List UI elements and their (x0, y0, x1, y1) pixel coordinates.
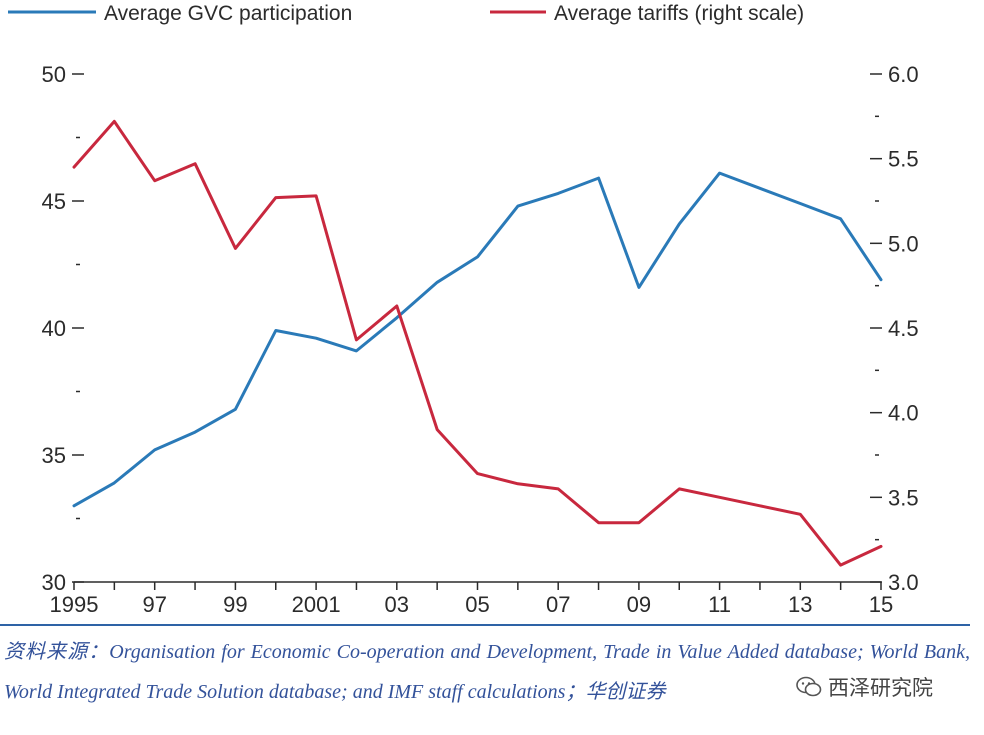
legend-tariff-label: Average tariffs (right scale) (554, 2, 804, 25)
x-tick-label: 2001 (292, 592, 341, 617)
series-layer (72, 119, 883, 567)
right-tick-label: 3.5 (888, 485, 919, 510)
watermark-label: 西泽研究院 (828, 676, 933, 700)
right-tick-label: 5.5 (888, 147, 919, 172)
legend: Average GVC participation Average tariff… (8, 2, 804, 25)
left-tick-label: 35 (42, 443, 66, 468)
left-tick-label: 45 (42, 189, 66, 214)
source-note: 资料来源：Organisation for Economic Co-operat… (0, 624, 984, 735)
source-divider (0, 624, 970, 626)
left-tick-label: 50 (42, 62, 66, 87)
right-tick-label: 6.0 (888, 62, 919, 87)
series-line-gvc (72, 171, 883, 508)
x-tick-label: 09 (627, 592, 651, 617)
source-text: 资料来源：Organisation for Economic Co-operat… (4, 641, 970, 703)
x-tick-label: 97 (142, 592, 166, 617)
chart: Average GVC participation Average tariff… (8, 2, 919, 617)
right-tick-label: 5.0 (888, 231, 919, 256)
watermark: 西泽研究院 (790, 672, 939, 702)
x-tick-label: 1995 (50, 592, 99, 617)
legend-gvc-label: Average GVC participation (104, 2, 352, 25)
series-line-tariffs (72, 119, 883, 567)
x-tick-label: 03 (385, 592, 409, 617)
right-tick-label: 3.0 (888, 570, 919, 595)
left-tick-label: 40 (42, 316, 66, 341)
x-tick-label: 99 (223, 592, 247, 617)
left-tick-label: 30 (42, 570, 66, 595)
axes: 30 35 40 45 50 3.0 3.5 4.0 4.5 5.0 5.5 6.0 1995 97 99 2… (42, 62, 919, 617)
x-tick-label: 11 (708, 592, 731, 617)
x-tick-label: 13 (788, 592, 812, 617)
x-tick-label: 07 (546, 592, 570, 617)
wechat-icon (796, 676, 822, 697)
right-tick-label: 4.5 (888, 316, 919, 341)
x-tick-label: 15 (869, 592, 893, 617)
x-tick-label: 05 (465, 592, 489, 617)
right-tick-label: 4.0 (888, 401, 919, 426)
